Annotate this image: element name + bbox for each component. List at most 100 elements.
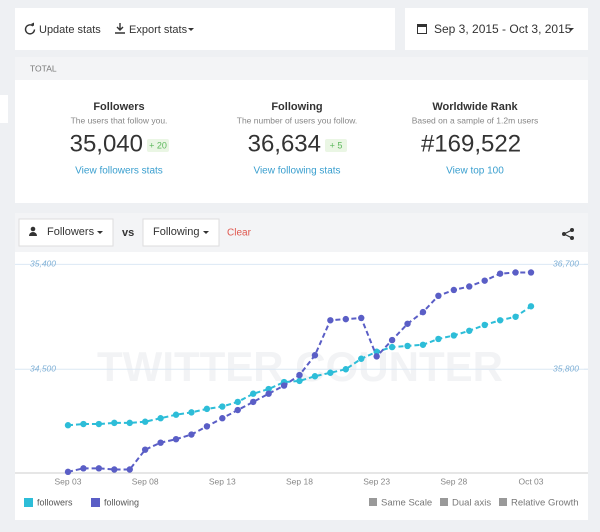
share-lines	[563, 229, 573, 239]
data-point	[111, 466, 118, 473]
totals-header	[15, 57, 588, 80]
metric-a-select[interactable]: Followers	[18, 218, 114, 247]
calendar-face	[418, 27, 426, 33]
y2-tick-label: 36,700	[553, 259, 579, 269]
stat-value: 36,634	[248, 130, 321, 157]
data-point	[527, 303, 535, 310]
stat-subtitle: The number of users you follow.	[237, 115, 357, 125]
user-icon	[30, 226, 36, 232]
data-point	[342, 366, 349, 373]
stat-title: Followers	[93, 101, 144, 113]
stat-link[interactable]: View followers stats	[75, 166, 163, 177]
checkbox[interactable]	[499, 498, 507, 506]
update-label: Update stats	[39, 24, 101, 36]
data-point	[512, 313, 519, 320]
stat-value: #169,522	[421, 130, 521, 157]
stat-title: Worldwide Rank	[432, 101, 518, 113]
data-point	[188, 431, 195, 438]
stat-subtitle: The users that follow you.	[71, 115, 168, 125]
data-point	[481, 321, 488, 329]
option-label[interactable]: Same Scale	[381, 498, 432, 509]
x-tick-label: Sep 13	[209, 476, 236, 486]
totals-panel	[15, 57, 588, 203]
data-point	[172, 411, 180, 418]
x-tick-label: Sep 03	[55, 476, 82, 486]
data-point	[172, 435, 180, 443]
data-point	[466, 283, 473, 290]
export-label: Export stats	[129, 24, 188, 36]
data-point	[450, 286, 458, 294]
stat-link[interactable]: View top 100	[446, 166, 504, 177]
data-point	[404, 342, 411, 350]
data-point	[157, 415, 164, 422]
x-tick-label: Sep 08	[132, 476, 159, 486]
data-point	[481, 277, 488, 284]
data-point	[512, 269, 519, 276]
refresh-icon	[24, 24, 36, 35]
clear-link[interactable]: Clear	[227, 228, 252, 239]
data-point	[111, 419, 118, 427]
metric-b-select[interactable]: Following	[142, 218, 220, 247]
export-button[interactable]: Export stats	[115, 23, 194, 36]
data-point	[157, 439, 164, 446]
legend-swatch	[91, 498, 100, 507]
stat-value: 35,040	[70, 130, 143, 157]
option-label[interactable]: Dual axis	[452, 498, 491, 509]
data-point	[188, 409, 195, 416]
data-point	[80, 465, 87, 472]
data-point	[126, 419, 133, 427]
metric-a: Followers	[47, 226, 95, 238]
refresh-arrow	[31, 22, 34, 26]
stat-link[interactable]: View following stats	[253, 166, 340, 177]
data-point	[358, 314, 365, 322]
user-icon	[29, 232, 37, 236]
legend-swatch	[24, 498, 33, 507]
data-point	[404, 320, 411, 327]
toolbar	[15, 8, 395, 50]
data-point	[342, 315, 349, 323]
checkbox[interactable]	[369, 498, 377, 506]
x-tick-label: Sep 23	[363, 476, 390, 486]
data-point	[64, 422, 72, 429]
change-badge	[325, 139, 347, 152]
y2-tick-label: 35,800	[553, 363, 579, 373]
data-point	[527, 269, 535, 276]
totals-title: TOTAL	[30, 63, 57, 73]
data-point	[450, 332, 458, 339]
checkbox[interactable]	[440, 498, 448, 506]
metric-b: Following	[153, 226, 199, 238]
data-point	[435, 335, 442, 343]
data-point	[358, 355, 365, 362]
data-point	[141, 418, 149, 425]
update-button[interactable]: Update stats	[24, 22, 102, 36]
data-point	[373, 353, 380, 360]
side-tab	[0, 95, 8, 123]
legend-label: followers	[37, 497, 73, 507]
share-button[interactable]	[562, 228, 574, 240]
data-point	[435, 292, 442, 300]
caret	[203, 231, 209, 234]
data-point	[95, 465, 103, 472]
x-tick-label: Sep 28	[440, 476, 467, 486]
data-point	[265, 385, 272, 393]
data-point	[496, 270, 504, 277]
data-point	[388, 336, 396, 344]
data-point	[219, 403, 226, 410]
data-point	[327, 317, 334, 324]
data-point	[388, 343, 396, 351]
caret	[568, 28, 574, 31]
vs-label: vs	[122, 227, 134, 239]
change-badge	[147, 139, 169, 152]
date-picker[interactable]: Sep 3, 2015 - Oct 3, 2015	[405, 8, 588, 50]
data-point	[64, 468, 72, 476]
data-point	[234, 398, 241, 406]
date-range: Sep 3, 2015 - Oct 3, 2015	[434, 22, 572, 36]
data-point	[311, 373, 319, 380]
data-point	[466, 327, 473, 334]
legend-label: following	[104, 497, 139, 507]
caret	[188, 28, 194, 31]
option-label[interactable]: Relative Growth	[511, 498, 579, 509]
data-point	[95, 420, 103, 428]
stat-title: Following	[271, 101, 322, 113]
